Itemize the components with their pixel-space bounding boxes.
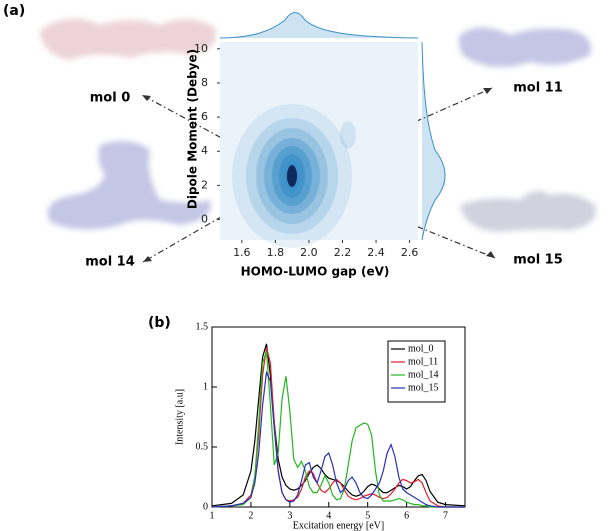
- x-marginal: [219, 12, 419, 39]
- molecule-images: [40, 18, 596, 232]
- y-tick-label: 0: [201, 213, 208, 226]
- series-line: [211, 350, 465, 508]
- y-marginal: [421, 41, 446, 241]
- legend-label: mol_15: [408, 382, 439, 393]
- molecule-14: [47, 141, 211, 230]
- y-tick-label: 2: [201, 178, 208, 191]
- chart-a: 1.6 1.8 2.0 2.2 2.4 2.6 0 2 4 6 8 10 HOMO-LUMO gap (…: [85, 12, 563, 279]
- series-line: [211, 370, 465, 508]
- molecule-0: [40, 18, 216, 61]
- y-tick-label: 1.5: [196, 321, 209, 332]
- x-tick-label: 1.8: [267, 246, 285, 259]
- x-tick-label: 3: [287, 510, 292, 521]
- molecule-label: mol 14: [85, 255, 135, 270]
- legend-label: mol_0: [408, 343, 434, 354]
- x-tick-label: 2.6: [401, 246, 419, 259]
- x-axis-label: Excitation energy [eV]: [293, 520, 384, 531]
- y-tick-label: 1: [203, 381, 208, 392]
- legend-label: mol_14: [408, 369, 439, 380]
- panel-label: (b): [148, 315, 171, 331]
- y-tick-label: 0: [203, 501, 208, 512]
- x-tick-label: 2: [248, 510, 253, 521]
- y-tick-label: 6: [201, 110, 208, 123]
- x-tick-label: 4: [326, 510, 331, 521]
- density-contour: [340, 121, 356, 149]
- y-tick-label: 10: [194, 42, 208, 55]
- density-core: [287, 165, 297, 187]
- molecule-label: mol 0: [90, 91, 131, 106]
- x-axis-label: HOMO-LUMO gap (eV): [241, 265, 390, 279]
- x-tick-label: 6: [404, 510, 409, 521]
- x-tick-label: 1.6: [233, 246, 251, 259]
- x-tick-label: 2.4: [367, 246, 385, 259]
- y-axis-label: Dipole Moment (Debye): [186, 49, 200, 209]
- series-line: [211, 347, 465, 508]
- plot-background: [220, 42, 418, 240]
- x-tick-label: 7: [443, 510, 448, 521]
- molecule-11: [459, 27, 591, 67]
- plot-frame: [211, 326, 466, 508]
- molecule-15: [460, 191, 596, 232]
- x-tick-label: 2.0: [300, 246, 318, 259]
- x-tick-label: 1: [210, 510, 215, 521]
- y-tick-label: 4: [201, 144, 208, 157]
- y-tick-label: 8: [201, 76, 208, 89]
- legend-label: mol_11: [408, 356, 438, 367]
- x-tick-label: 2.2: [334, 246, 352, 259]
- panel-label: (a): [3, 3, 25, 19]
- chart-b: 1 2 3 4 5 6 7 0 0.5 1 1.5 Excitation energy [eV] Int…: [174, 321, 466, 531]
- y-tick-label: 0.5: [196, 441, 209, 452]
- molecule-label: mol 15: [513, 253, 563, 268]
- x-tick-label: 5: [365, 510, 370, 521]
- legend-box: [387, 340, 446, 403]
- molecule-label: mol 11: [513, 81, 563, 96]
- y-axis-label: Intensity [a.u]: [174, 389, 185, 445]
